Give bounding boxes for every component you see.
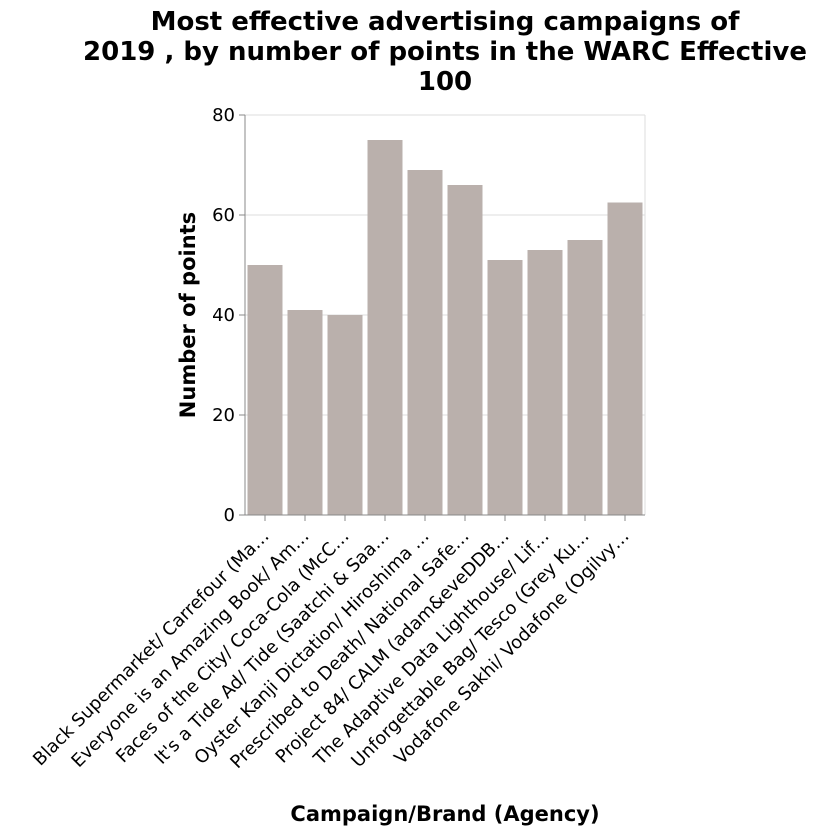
bar [527, 250, 563, 515]
chart-title-line-2: 2019 , by number of points in the WARC E… [83, 37, 807, 67]
bars [247, 140, 643, 515]
y-tick-labels: 0 20 40 60 80 [212, 105, 235, 526]
bar [407, 170, 443, 515]
y-tick-label: 80 [212, 105, 235, 126]
y-axis-title: Number of points [176, 212, 200, 418]
chart-title-line-1: Most effective advertising campaigns of [151, 7, 740, 37]
y-tick-label: 60 [212, 205, 235, 226]
bar [487, 260, 523, 515]
axes [239, 114, 645, 521]
y-tick-label: 20 [212, 405, 235, 426]
bar [247, 265, 283, 515]
y-tick-label: 0 [224, 505, 235, 526]
y-tick-label: 40 [212, 305, 235, 326]
bar [287, 310, 323, 515]
bar [447, 185, 483, 515]
bar [567, 240, 603, 515]
chart-title: Most effective advertising campaigns of … [83, 7, 807, 97]
bar [327, 315, 363, 515]
x-tick-labels: Black Supermarket/ Carrefour (Ma…Everyon… [29, 526, 633, 773]
chart-title-line-3: 100 [418, 67, 472, 97]
x-axis-title: Campaign/Brand (Agency) [290, 802, 599, 826]
bar [607, 202, 643, 515]
bar [367, 140, 403, 515]
